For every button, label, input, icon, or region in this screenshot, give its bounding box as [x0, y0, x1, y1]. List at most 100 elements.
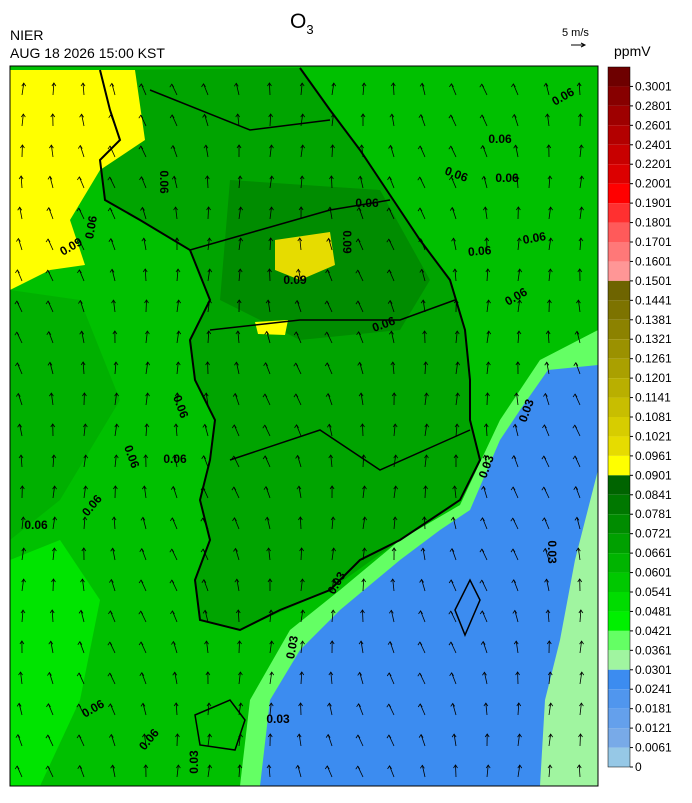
colorbar-segment [608, 553, 630, 572]
colorbar-tick-label: 0.1081 [635, 410, 672, 424]
colorbar-segment [608, 281, 630, 300]
colorbar-tick-label: 0.1381 [635, 313, 672, 327]
colorbar-segment [608, 86, 630, 105]
colorbar-segment [608, 728, 630, 747]
contour-label: 0.06 [163, 452, 187, 466]
colorbar-tick-label: 0.1261 [635, 352, 672, 366]
colorbar-segment [608, 689, 630, 708]
unit-label: ppmV [614, 43, 651, 59]
colorbar-tick-label: 0.1901 [635, 196, 672, 210]
contour-label: 0.06 [488, 132, 512, 146]
colorbar-tick-label: 0.0781 [635, 507, 672, 521]
contour-label: 0.03 [266, 712, 290, 726]
colorbar-tick-label: 0.1021 [635, 429, 672, 443]
colorbar-segment [608, 67, 630, 86]
colorbar-tick-label: 0.0481 [635, 604, 672, 618]
colorbar-segment [608, 670, 630, 689]
colorbar-tick-label: 0.0181 [635, 702, 672, 716]
colorbar-segment [608, 456, 630, 475]
contour-label: 0.06 [24, 518, 48, 532]
wind-arrow [269, 83, 270, 95]
colorbar-tick-label: 0.2401 [635, 138, 672, 152]
colorbar-tick-label: 0.2601 [635, 118, 672, 132]
title-main: O [290, 10, 306, 33]
colorbar-segment [608, 320, 630, 339]
colorbar-tick-label: 0.2201 [635, 157, 672, 171]
colorbar-segment [608, 475, 630, 494]
colorbar-segment [608, 436, 630, 455]
colorbar-segment [608, 300, 630, 319]
colorbar-segment [608, 611, 630, 630]
contour-label: 0.06 [467, 243, 492, 259]
colorbar-tick-label: 0.1201 [635, 371, 672, 385]
contour-label: 0.06 [157, 170, 171, 194]
colorbar-segment [608, 573, 630, 592]
colorbar-tick-label: 0.0961 [635, 449, 672, 463]
colorbar-segment [608, 359, 630, 378]
colorbar-segment [608, 242, 630, 261]
colorbar-tick-label: 0 [635, 760, 642, 774]
wind-arrow [239, 641, 240, 653]
colorbar-tick-label: 0.0061 [635, 741, 672, 755]
colorbar-tick-label: 0.0421 [635, 624, 672, 638]
contour-label: 0.06 [355, 196, 379, 210]
colorbar-tick-label: 0.2801 [635, 99, 672, 113]
colorbar-segment [608, 495, 630, 514]
colorbar-segment [608, 650, 630, 669]
colorbar-tick-label: 0.0361 [635, 643, 672, 657]
colorbar-tick-label: 0.0241 [635, 682, 672, 696]
colorbar-tick-label: 0.0661 [635, 546, 672, 560]
colorbar-segment [608, 223, 630, 242]
colorbar-segment [608, 592, 630, 611]
colorbar-segment [608, 106, 630, 125]
colorbar-segment [608, 514, 630, 533]
colorbar-tick-label: 0.1501 [635, 274, 672, 288]
title-subscript: 3 [306, 22, 313, 37]
colorbar-segment [608, 631, 630, 650]
colorbar-tick-label: 0.0601 [635, 566, 672, 580]
colorbar-segment [608, 145, 630, 164]
agency: NIER [10, 27, 43, 43]
colorbar-tick-label: 0.0121 [635, 721, 672, 735]
contour-label: 0.03 [187, 750, 201, 774]
colorbar-tick-label: 0.0721 [635, 527, 672, 541]
colorbar-segment [608, 339, 630, 358]
colorbar-tick-label: 0.0901 [635, 468, 672, 482]
colorbar-tick-label: 0.3001 [635, 79, 672, 93]
datetime: AUG 18 2026 15:00 KST [10, 45, 165, 61]
colorbar-segment [608, 709, 630, 728]
wind-arrow [487, 393, 488, 405]
colorbar-tick-label: 0.0841 [635, 488, 672, 502]
colorbar-tick-label: 0.1601 [635, 254, 672, 268]
colorbar-segment [608, 748, 630, 767]
colorbar-segment [608, 417, 630, 436]
contour-label: 0.06 [495, 171, 519, 185]
colorbar-tick-label: 0.0541 [635, 585, 672, 599]
colorbar: 0.3001 0.2801 0.2601 0.2401 0.2201 0.2001 0.19… [608, 67, 672, 774]
colorbar-segment [608, 398, 630, 417]
wind-arrow [362, 424, 363, 436]
colorbar-tick-label: 0.0301 [635, 663, 672, 677]
colorbar-segment [608, 378, 630, 397]
colorbar-tick-label: 0.1321 [635, 332, 672, 346]
contour-label: 0.09 [283, 273, 307, 287]
colorbar-segment [608, 261, 630, 280]
map-title: O3 [290, 10, 314, 37]
colorbar-tick-label: 0.1701 [635, 235, 672, 249]
wind-arrow [362, 610, 363, 622]
colorbar-tick-label: 0.1441 [635, 293, 672, 307]
colorbar-segment [608, 534, 630, 553]
wind-scale-label: 5 m/s [562, 27, 589, 39]
contour-label: 0.09 [340, 230, 354, 254]
colorbar-tick-label: 0.1801 [635, 216, 672, 230]
contour-label: 0.03 [545, 540, 559, 564]
colorbar-segment [608, 203, 630, 222]
colorbar-tick-label: 0.2001 [635, 177, 672, 191]
colorbar-segment [608, 164, 630, 183]
wind-arrow [580, 734, 581, 746]
colorbar-segment [608, 184, 630, 203]
colorbar-tick-label: 0.1141 [635, 391, 671, 405]
